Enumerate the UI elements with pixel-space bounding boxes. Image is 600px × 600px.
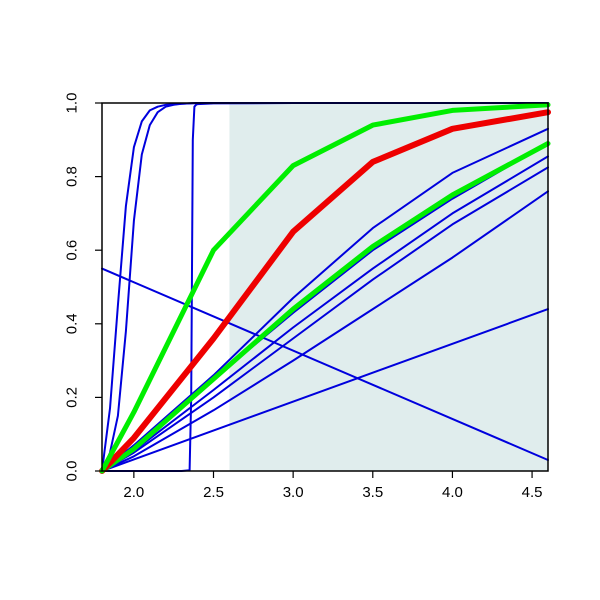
series-line-7	[101, 166, 549, 472]
y-tick-label: 0.0	[64, 461, 81, 482]
x-tick-label: 3.5	[362, 484, 383, 501]
series-line-12	[99, 109, 551, 474]
y-axis: 0.0 0.2 0.4 0.6 0.8 1.0	[64, 93, 102, 482]
y-tick-label: 0.8	[64, 166, 81, 187]
series-line-11	[99, 141, 551, 474]
y-tick-label: 1.0	[64, 93, 81, 114]
series-line-5	[101, 127, 549, 472]
y-tick-label: 0.2	[64, 387, 81, 408]
shaded-region-layer	[229, 103, 548, 471]
x-tick-label: 2.0	[123, 484, 144, 501]
x-tick-label: 3.0	[283, 484, 304, 501]
series-line-9	[101, 308, 549, 472]
y-tick-label: 0.4	[64, 313, 81, 334]
series-line-10	[101, 267, 549, 461]
series-line-13	[99, 102, 551, 474]
series-line-8	[101, 190, 549, 472]
x-axis: 2.0 2.5 3.0 3.5 4.0 4.5	[123, 471, 543, 501]
x-tick-label: 4.0	[442, 484, 463, 501]
shaded-region	[229, 103, 548, 471]
y-tick-label: 0.6	[64, 240, 81, 261]
x-tick-label: 2.5	[203, 484, 224, 501]
x-tick-label: 4.5	[522, 484, 543, 501]
plot-frame	[101, 102, 549, 472]
